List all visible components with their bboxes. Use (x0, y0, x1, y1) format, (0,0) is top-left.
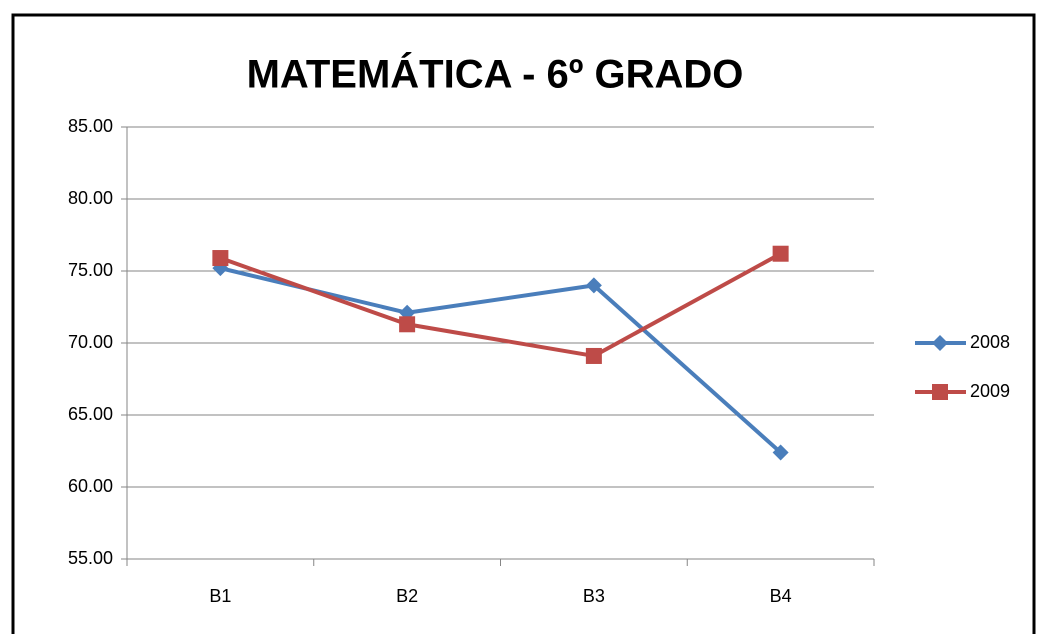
legend-marker (932, 335, 948, 351)
data-point (772, 444, 789, 461)
legend-marker (932, 384, 948, 400)
data-point (399, 316, 416, 333)
y-tick-label: 85.00 (68, 116, 113, 136)
series-line (219, 251, 782, 358)
chart-frame (11, 13, 1036, 634)
x-tick-label: B2 (396, 586, 418, 606)
data-point (585, 277, 602, 294)
data-point (772, 245, 789, 262)
legend-label: 2009 (970, 381, 1010, 401)
y-tick-label: 55.00 (68, 548, 113, 568)
chart-title: MATEMÁTICA - 6º GRADO (247, 52, 744, 97)
y-tick-label: 70.00 (68, 332, 113, 352)
x-tick-label: B1 (209, 586, 231, 606)
y-tick-label: 65.00 (68, 404, 113, 424)
data-point (212, 250, 229, 267)
x-tick-label: B3 (583, 586, 605, 606)
y-tick-label: 75.00 (68, 260, 113, 280)
x-tick-label: B4 (770, 586, 792, 606)
y-tick-label: 60.00 (68, 476, 113, 496)
y-tick-label: 80.00 (68, 188, 113, 208)
data-point (585, 347, 602, 364)
legend-label: 2008 (970, 332, 1010, 352)
